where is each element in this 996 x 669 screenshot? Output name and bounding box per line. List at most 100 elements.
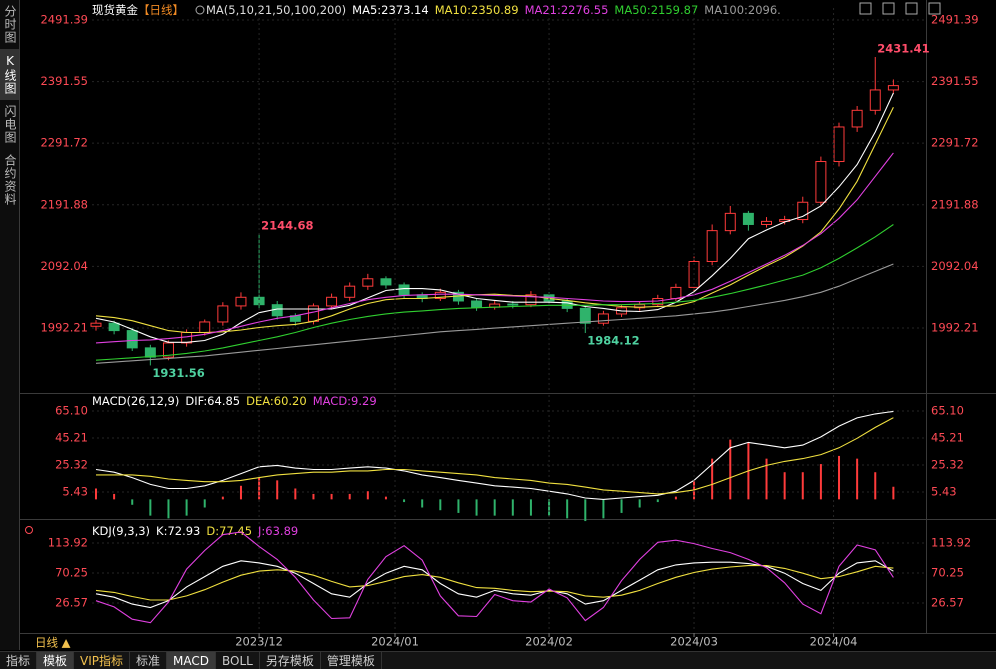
legend-entry: MA100:2096. [704,3,781,17]
macd-bar [294,488,297,500]
candle-body [434,291,446,300]
y-tick-label: 45.21 [55,431,88,445]
legend-entry: J:63.89 [257,524,298,538]
candle-body [162,342,174,358]
candle-body [126,330,138,349]
candle-body [144,347,156,358]
legend-entry: MA10:2350.89 [435,3,519,17]
y-tick-label: 2191.88 [40,197,88,211]
candle-body [561,300,573,309]
candle-body [833,126,845,163]
panel: 1992.21 1992.21 2092.04 2092.04 2191.88 2191.… [40,3,978,380]
toolbar-tab[interactable]: MACD [167,652,217,669]
macd-bar [729,439,732,500]
macd-bar [711,458,714,500]
candle-body [471,300,483,308]
candle-body [869,89,881,111]
legend-entry: MA21:2276.55 [525,3,609,17]
button[interactable] [905,2,918,15]
period: 【日线】 [138,3,184,17]
toolbar-tab[interactable]: 标准 [130,652,168,669]
macd-line [95,410,894,500]
macd-bar [674,496,677,500]
window-buttons[interactable] [859,2,941,15]
y-tick-label-right: 70.25 [931,566,964,580]
sidebar-tab[interactable]: K线图 [0,49,19,100]
button[interactable] [859,2,872,15]
toolbar-tab[interactable]: 另存模板 [260,652,321,669]
y-tick-label: 65.10 [55,404,88,418]
legend-entry: MACD:9.29 [313,394,377,408]
title: KDJ(9,3,3) [92,524,150,538]
sidebar: 分时图 K线图闪电图合约资料 [0,0,20,650]
panel: 5.43 5.43 25.32 25.32 45.21 45.21 65.10 65.10 MA… [55,394,964,522]
macd-bar [874,472,877,500]
legend-entry: D:77.45 [206,524,252,538]
price-annotation: 2144.68 [261,218,313,232]
macd-bar [403,499,406,503]
macd-bar [493,499,496,516]
period-selector[interactable]: 日线 ▲ [35,636,71,650]
macd-bar [602,499,605,519]
y-tick-label: 113.92 [48,536,88,550]
ma-line [95,263,894,364]
toolbar-tab[interactable]: BOLL [216,652,260,669]
macd-bar [203,499,206,508]
candle-body [326,296,338,307]
macd-bar [856,458,859,500]
y-tick-label: 2092.04 [40,259,88,273]
indicator-icon[interactable] [25,526,33,534]
candle-body [634,304,646,309]
button[interactable] [882,2,895,15]
sidebar-tab[interactable]: 合约资料 [3,154,17,206]
candle-body [851,109,863,128]
macd-bar [838,455,841,500]
y-tick-label-right: 2191.88 [931,197,979,211]
candle-body [706,230,718,262]
x-tick-label: 2024/04 [810,635,858,649]
toolbar: 指标 模板 VIP指标 标准 MACD BOLL 另存模板 管理模板 [0,651,996,669]
y-tick-label-right: 1992.21 [931,321,979,335]
macd-bar [783,472,786,500]
macd-bar [258,477,261,500]
button[interactable] [928,2,941,15]
y-tick-label-right: 2291.72 [931,136,979,150]
macd-bar [421,499,424,508]
candle-body [108,322,120,332]
macd-bar [620,499,623,513]
candle-body [362,278,374,287]
y-tick-label-right: 2092.04 [931,259,979,273]
candle-body [90,322,102,327]
legend-entry: MA50:2159.87 [614,3,698,17]
sidebar-tab[interactable]: 闪电图 [3,105,17,144]
macd-bar [167,499,170,519]
y-tick-label-right: 25.32 [931,457,964,471]
legend-entry: DIF:64.85 [185,394,240,408]
macd-bar [113,493,116,500]
toolbar-tab[interactable]: 模板 [37,652,75,669]
macd-bar [276,480,279,500]
macd-bar [457,499,460,513]
candle-body [887,85,899,91]
ma-line [95,152,894,344]
macd-bar [765,458,768,500]
y-tick-label-right: 65.10 [931,404,964,418]
candle-body [525,294,537,306]
toolbar-tab[interactable]: 指标 [0,652,38,669]
macd-bar [185,499,188,516]
candle-body [597,313,609,324]
candle-body [344,285,356,298]
y-tick-label: 26.57 [55,596,88,610]
price-annotation: 1931.56 [152,366,204,380]
toolbar-tab[interactable]: 管理模板 [321,652,382,669]
legend-entry: DEA:60.20 [246,394,307,408]
candle-body [507,303,519,306]
macd-bar [149,499,152,516]
ma-line [95,92,894,343]
sidebar-tab[interactable]: 分时图 [3,5,17,44]
y-tick-label: 5.43 [62,484,88,498]
macd-bar [566,499,569,519]
toolbar-tab[interactable]: VIP指标 [74,652,131,669]
kdj-line [95,565,894,601]
